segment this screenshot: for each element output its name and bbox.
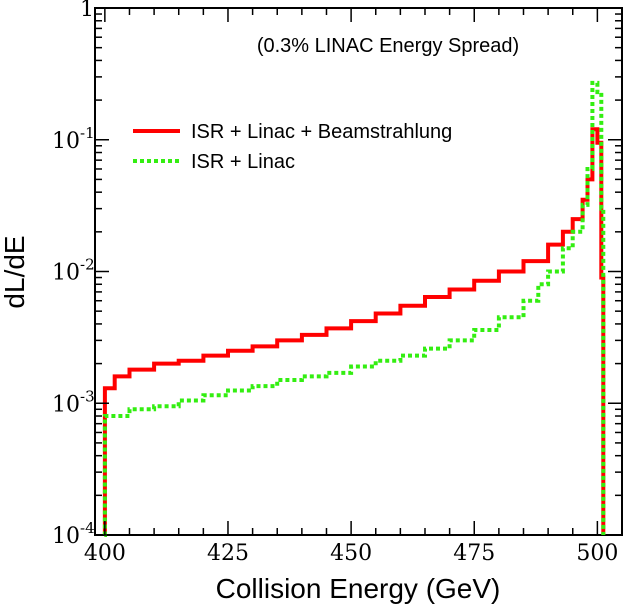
x-tick-label: 475 [453,541,495,566]
y-tick-label: 10-2 [52,256,95,286]
x-tick-label: 400 [84,541,126,566]
annotation-text: (0.3% LINAC Energy Spread) [257,35,519,57]
y-tick-label: 10-1 [52,124,95,154]
plot-frame [94,7,623,536]
y-tick-labels: 10-4 10-3 10-2 10-1 1 [52,0,95,549]
x-tick-label: 450 [330,541,372,566]
series-line-0 [102,127,606,537]
x-tick-label: 425 [207,541,249,566]
y-axis-title: dL/dE [0,235,30,308]
series-group [102,80,606,537]
x-tick-labels: 400 425 450 475 500 [84,541,619,566]
x-tick-label: 500 [576,541,618,566]
legend-label-beamstrahlung: ISR + Linac + Beamstrahlung [191,121,452,143]
axis-ticks [95,7,623,536]
series-line-1 [102,80,606,537]
legend-label-linac: ISR + Linac [191,151,295,173]
x-axis-title: Collision Energy (GeV) [216,573,501,604]
y-tick-label: 1 [80,0,94,22]
legend: ISR + Linac + Beamstrahlung ISR + Linac [133,121,452,173]
y-tick-label: 10-4 [52,519,95,549]
y-tick-label: 10-3 [52,387,95,417]
